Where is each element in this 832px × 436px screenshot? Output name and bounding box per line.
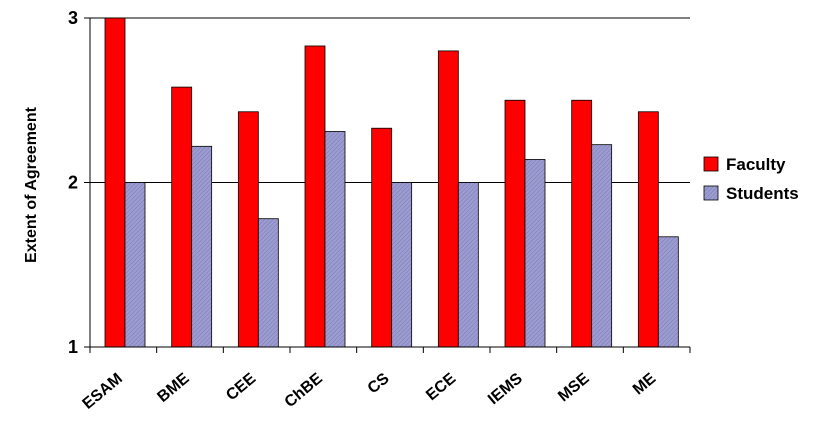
legend-swatch-faculty (703, 156, 719, 172)
bar-students-me (657, 236, 679, 348)
x-tick-label: ME (630, 370, 660, 399)
bar-faculty-esam (104, 17, 126, 348)
legend-swatch-students (703, 185, 719, 201)
x-tick-label: CS (365, 370, 393, 398)
x-tick-label: IEMS (485, 370, 526, 408)
legend-label-students: Students (726, 184, 799, 203)
x-tick-label: BME (154, 370, 192, 406)
y-tick-label: 1 (68, 337, 78, 357)
y-tick-label: 2 (68, 173, 78, 193)
x-tick-label: ChBE (282, 370, 327, 411)
bar-faculty-iems (504, 99, 526, 348)
x-tick-label: CEE (223, 370, 259, 404)
bar-faculty-cee (237, 111, 259, 348)
bar-students-bme (191, 145, 213, 348)
bar-students-ece (457, 182, 479, 348)
legend-label-faculty: Faculty (726, 155, 786, 174)
bar-students-mse (591, 144, 613, 348)
bar-faculty-me (637, 111, 659, 348)
y-axis-title: Extent of Agreement (23, 106, 40, 263)
bar-students-iems (524, 159, 546, 348)
bar-students-chbe (324, 131, 346, 348)
bar-students-cee (257, 218, 279, 348)
x-tick-label: MSE (555, 370, 593, 406)
x-tick-label: ECE (423, 370, 459, 404)
bar-faculty-chbe (304, 45, 326, 348)
bar-faculty-bme (171, 86, 193, 348)
bar-students-cs (391, 182, 413, 348)
x-tick-label: ESAM (80, 370, 126, 413)
legend: Faculty Students (703, 155, 799, 203)
bar-faculty-mse (571, 99, 593, 348)
bar-students-esam (124, 182, 146, 348)
bars (104, 17, 679, 348)
bar-faculty-cs (371, 127, 393, 348)
y-tick-label: 3 (68, 8, 78, 28)
bar-faculty-ece (437, 50, 459, 348)
